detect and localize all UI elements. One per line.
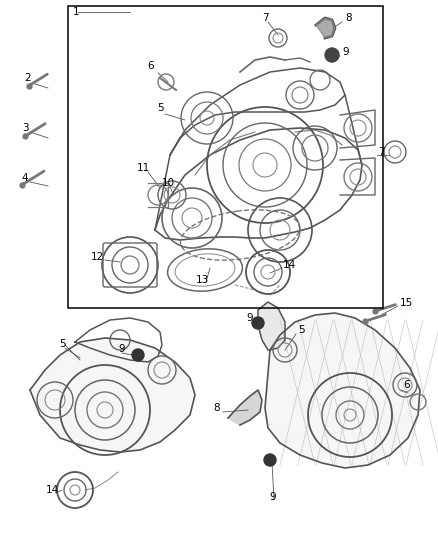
Bar (68, 6, 383, 308)
Text: 6: 6 (148, 61, 154, 71)
Text: 9: 9 (342, 47, 349, 57)
Text: 1: 1 (73, 7, 80, 17)
Text: 8: 8 (213, 403, 220, 413)
Text: 14: 14 (46, 485, 59, 495)
Circle shape (264, 454, 276, 466)
Text: 5: 5 (60, 339, 66, 349)
Text: 5: 5 (298, 325, 304, 335)
Text: 7: 7 (378, 147, 385, 157)
Polygon shape (258, 302, 285, 350)
Circle shape (132, 349, 144, 361)
Text: 15: 15 (400, 298, 413, 308)
Text: 7: 7 (261, 13, 268, 23)
Text: 8: 8 (345, 13, 352, 23)
Text: 4: 4 (22, 173, 28, 183)
Text: 14: 14 (283, 260, 296, 270)
Text: 3: 3 (22, 123, 28, 133)
Polygon shape (265, 313, 420, 468)
Text: 10: 10 (162, 178, 175, 188)
Text: 6: 6 (403, 380, 410, 390)
Text: 2: 2 (25, 73, 31, 83)
Text: 9: 9 (247, 313, 253, 323)
Text: 12: 12 (90, 252, 104, 262)
Text: 5: 5 (157, 103, 163, 113)
Text: 13: 13 (195, 275, 208, 285)
Circle shape (252, 317, 264, 329)
Circle shape (325, 48, 339, 62)
Polygon shape (30, 338, 195, 452)
Polygon shape (228, 390, 262, 425)
Text: 9: 9 (270, 492, 276, 502)
Polygon shape (316, 18, 335, 38)
Text: 9: 9 (119, 344, 125, 354)
Text: 11: 11 (136, 163, 150, 173)
